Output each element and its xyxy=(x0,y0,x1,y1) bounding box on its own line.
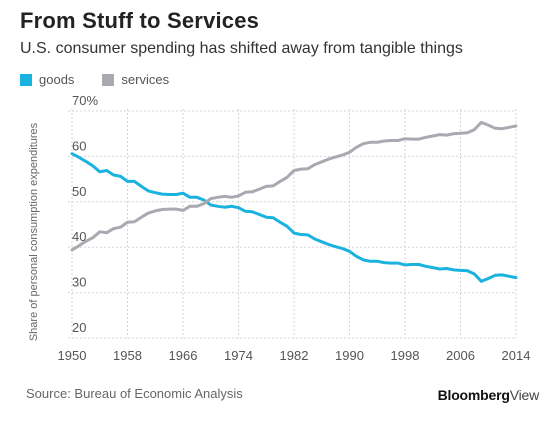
chart-title: From Stuff to Services xyxy=(20,8,260,33)
x-tick-label: 1990 xyxy=(335,348,364,363)
series-layer xyxy=(70,120,518,283)
legend-item-goods: goods xyxy=(20,72,74,87)
legend-item-services: services xyxy=(102,72,169,87)
y-axis-label: Share of personal consumption expenditur… xyxy=(28,122,40,341)
x-tick-label: 2006 xyxy=(446,348,475,363)
x-tick-label: 1958 xyxy=(113,348,142,363)
brand-logo-part-a: Bloomberg xyxy=(437,387,510,403)
chart-legend: goods services xyxy=(20,72,197,87)
y-tick-label: 20 xyxy=(72,320,86,335)
y-tick-label: 60 xyxy=(72,138,86,153)
brand-logo-part-b: View xyxy=(509,387,539,403)
x-tick-label: 1974 xyxy=(224,348,253,363)
legend-swatch-services xyxy=(102,73,115,86)
y-tick-label: 50 xyxy=(72,184,86,199)
x-tick-label: 2014 xyxy=(502,348,531,363)
tick-label-layer: 20 30 40 50 60 70% 1950 1958 1966 1974 1982 1990 199… xyxy=(58,93,531,363)
series-line-services xyxy=(70,120,518,252)
x-tick-label: 1998 xyxy=(391,348,420,363)
x-tick-label: 1966 xyxy=(169,348,198,363)
legend-label-services: services xyxy=(121,72,170,87)
legend-label-goods: goods xyxy=(39,72,75,87)
source-note: Source: Bureau of Economic Analysis xyxy=(26,386,243,401)
y-tick-label: 70% xyxy=(72,93,98,108)
x-tick-label: 1950 xyxy=(58,348,87,363)
x-tick-label: 1982 xyxy=(280,348,309,363)
series-line-goods xyxy=(70,152,518,283)
chart-subtitle: U.S. consumer spending has shifted away … xyxy=(20,40,463,57)
legend-swatch-goods xyxy=(20,73,32,86)
y-tick-label: 30 xyxy=(72,275,86,290)
y-tick-label: 40 xyxy=(72,229,86,244)
brand-logo: BloombergView xyxy=(437,387,540,403)
grid-layer xyxy=(68,109,517,339)
